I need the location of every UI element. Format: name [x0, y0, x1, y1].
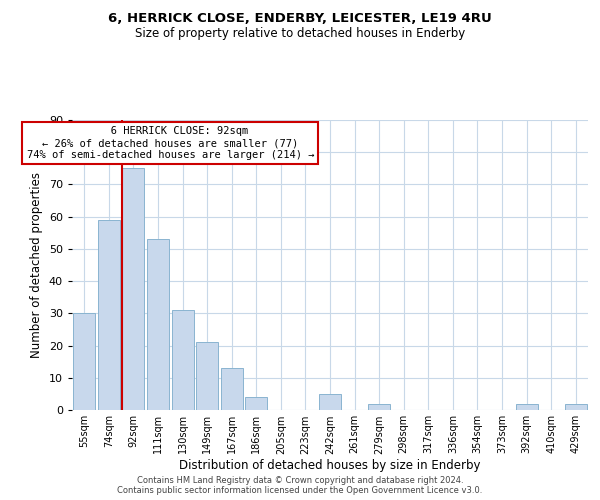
X-axis label: Distribution of detached houses by size in Enderby: Distribution of detached houses by size …: [179, 459, 481, 472]
Bar: [245, 397, 268, 410]
Bar: [122, 168, 145, 410]
Bar: [98, 220, 120, 410]
Bar: [368, 404, 390, 410]
Text: Size of property relative to detached houses in Enderby: Size of property relative to detached ho…: [135, 28, 465, 40]
Bar: [565, 404, 587, 410]
Bar: [147, 239, 169, 410]
Bar: [73, 314, 95, 410]
Text: Contains HM Land Registry data © Crown copyright and database right 2024.: Contains HM Land Registry data © Crown c…: [137, 476, 463, 485]
Text: Contains public sector information licensed under the Open Government Licence v3: Contains public sector information licen…: [118, 486, 482, 495]
Bar: [515, 404, 538, 410]
Y-axis label: Number of detached properties: Number of detached properties: [30, 172, 43, 358]
Bar: [319, 394, 341, 410]
Bar: [172, 310, 194, 410]
Bar: [221, 368, 243, 410]
Bar: [196, 342, 218, 410]
Text: 6 HERRICK CLOSE: 92sqm
← 26% of detached houses are smaller (77)
74% of semi-det: 6 HERRICK CLOSE: 92sqm ← 26% of detached…: [26, 126, 314, 160]
Text: 6, HERRICK CLOSE, ENDERBY, LEICESTER, LE19 4RU: 6, HERRICK CLOSE, ENDERBY, LEICESTER, LE…: [108, 12, 492, 26]
